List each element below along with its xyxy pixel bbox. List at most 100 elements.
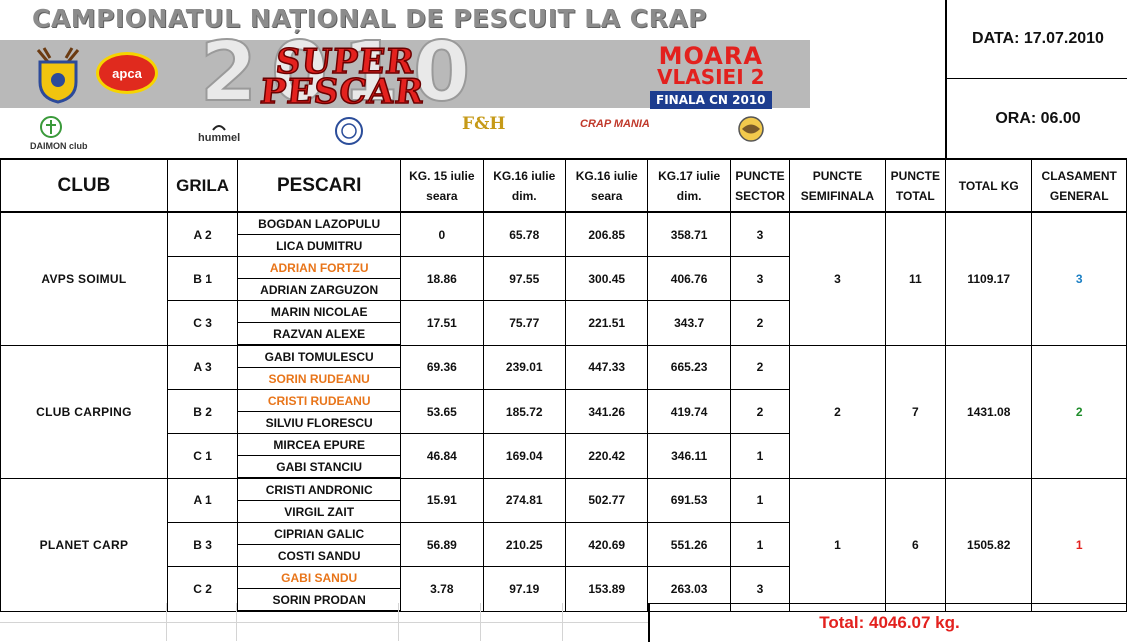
- table-row: CLUB CARPING A 3 GABI TOMULESCU 69.36 239.01…: [0, 344, 1127, 479]
- grila-cell: B 1: [166, 256, 239, 301]
- col-sector-l2: SECTOR: [735, 188, 785, 203]
- sponsor-daimon: DAIMON club: [30, 115, 88, 151]
- kg16d-cell: 65.78: [482, 211, 566, 257]
- results-table: CLUB GRILA PESCARI KG. 15 iulie seara KG.…: [0, 158, 1127, 612]
- fisherman-name: ADRIAN FORTZU: [237, 256, 402, 279]
- total-kg: 1109.17: [944, 211, 1033, 346]
- kg16s-cell: 341.26: [564, 389, 649, 434]
- kg16s-cell: 447.33: [564, 344, 649, 390]
- sponsor-fish: [736, 116, 766, 142]
- sector-cell: 3: [729, 211, 791, 257]
- col-kg16d: KG.16 iulie dim.: [482, 158, 566, 213]
- col-puncte-total: PUNCTE TOTAL: [884, 158, 946, 213]
- col-grila: GRILA: [166, 158, 239, 213]
- table-row: B 2 CRISTI RUDEANU 53.65 185.72 341.26 419.74…: [1, 389, 1127, 434]
- sponsor-fh-label: F&H: [462, 114, 506, 134]
- fisherman-name: MIRCEA EPURE: [237, 433, 402, 456]
- grand-total: Total: 4046.07 kg.: [648, 603, 1127, 642]
- fisherman-name: BOGDAN LAZOPULU: [237, 211, 402, 235]
- col-sector-l1: PUNCTE: [735, 168, 785, 183]
- kg17-cell: 346.11: [647, 433, 731, 479]
- kg16s-cell: 220.42: [564, 433, 649, 479]
- venue-line-3: FINALA CN 2010: [650, 91, 772, 109]
- club-name: CLUB CARPING: [0, 344, 168, 479]
- col-kg15-l1: KG. 15 iulie: [409, 168, 475, 183]
- col-kg17-l2: dim.: [676, 188, 702, 203]
- time-label: ORA: 06.00: [995, 109, 1081, 127]
- kg16d-cell: 97.19: [482, 566, 566, 612]
- kg15-cell: 69.36: [400, 344, 484, 390]
- total-points: 7: [884, 344, 946, 479]
- col-ptotal-l1: PUNCTE: [890, 168, 940, 183]
- kg17-cell: 406.76: [647, 256, 731, 301]
- fisherman-name: CIPRIAN GALIC: [237, 522, 402, 545]
- results-body: AVPS SOIMUL A 2 BOGDAN LAZOPULU 0 65.78 206.8…: [0, 211, 1127, 612]
- grila-cell: B 3: [166, 522, 239, 567]
- semifinala-points: 2: [789, 344, 886, 479]
- table-row: B 3 CIPRIAN GALIC 56.89 210.25 420.69 551.26 1: [1, 522, 1127, 567]
- super-pescar-logo: SUPER PESCAR: [258, 41, 429, 113]
- general-rank: 1: [1031, 477, 1127, 612]
- col-clas-l1: CLASAMENT: [1041, 168, 1117, 183]
- pescar-text: PESCAR: [258, 71, 427, 113]
- col-kg15: KG. 15 iulie seara: [400, 158, 484, 213]
- grila-cell: A 1: [166, 477, 239, 523]
- col-clas-l2: GENERAL: [1049, 188, 1109, 203]
- club-name: AVPS SOIMUL: [0, 211, 168, 346]
- table-row: C 3 MARIN NICOLAE 17.51 75.77 221.51 343.7 2: [1, 300, 1127, 346]
- avps-crest-icon: [36, 47, 80, 104]
- fisherman-name: SORIN RUDEANU: [237, 367, 402, 390]
- kg17-cell: 343.7: [647, 300, 731, 346]
- kg16d-cell: 169.04: [482, 433, 566, 479]
- sponsor-hummel-label: hummel: [198, 132, 241, 144]
- kg17-cell: 358.71: [647, 211, 731, 257]
- fisherman-name: SORIN PRODAN: [237, 588, 402, 612]
- total-points: 11: [884, 211, 946, 346]
- col-clasament: CLASAMENT GENERAL: [1031, 158, 1127, 213]
- col-kg17-l1: KG.17 iulie: [658, 168, 721, 183]
- grila-cell: C 3: [166, 300, 239, 346]
- kg15-cell: 17.51: [400, 300, 484, 346]
- hummel-icon: [212, 125, 226, 131]
- col-kg16d-l1: KG.16 iulie: [493, 168, 556, 183]
- col-club: CLUB: [0, 158, 168, 213]
- kg15-cell: 0: [400, 211, 484, 257]
- event-banner: CAMPIONATUL NAȚIONAL DE PESCUIT LA CRAP …: [0, 0, 945, 158]
- fisherman-name: CRISTI ANDRONIC: [237, 477, 402, 501]
- fisherman-name: MARIN NICOLAE: [237, 300, 402, 323]
- col-kg15-l2: seara: [426, 188, 458, 203]
- col-total-kg: TOTAL KG: [944, 158, 1033, 213]
- table-row: GABI STANCIU: [1, 455, 1127, 479]
- fisherman-name: VIRGIL ZAIT: [237, 500, 402, 523]
- col-kg16s-l2: seara: [591, 188, 623, 203]
- sector-cell: 1: [729, 477, 791, 523]
- col-kg16s: KG.16 iulie seara: [564, 158, 649, 213]
- table-row: SORIN PRODAN: [1, 588, 1127, 612]
- kg15-cell: 56.89: [400, 522, 484, 567]
- sector-cell: 3: [729, 256, 791, 301]
- col-semi-l1: PUNCTE: [812, 168, 863, 183]
- kg17-cell: 419.74: [647, 389, 731, 434]
- banner-title: CAMPIONATUL NAȚIONAL DE PESCUIT LA CRAP: [32, 4, 708, 33]
- club-seal-icon: [335, 117, 363, 145]
- table-header-row: CLUB GRILA PESCARI KG. 15 iulie seara KG.…: [0, 158, 1127, 213]
- kg16s-cell: 502.77: [564, 477, 649, 523]
- grila-cell: C 2: [166, 566, 239, 612]
- venue-line-2: VLASIEI 2: [657, 65, 765, 89]
- apca-logo: apca: [96, 52, 158, 94]
- banner-year: 2010: [199, 25, 485, 120]
- fisherman-name: GABI TOMULESCU: [237, 344, 402, 368]
- club-name: PLANET CARP: [0, 477, 168, 612]
- venue-logo: MOARA VLASIEI 2 FINALA CN 2010: [650, 44, 772, 109]
- info-panel: DATA: 17.07.2010 ORA: 06.00: [945, 0, 1127, 158]
- table-row: B 1 ADRIAN FORTZU 18.86 97.55 300.45 406.76 3: [1, 256, 1127, 301]
- table-row: AVPS SOIMUL A 2 BOGDAN LAZOPULU 0 65.78 206.8…: [0, 211, 1127, 346]
- col-semi-l2: SEMIFINALA: [800, 188, 875, 203]
- general-rank: 2: [1031, 344, 1127, 479]
- sector-cell: 1: [729, 522, 791, 567]
- kg16d-cell: 274.81: [482, 477, 566, 523]
- kg15-cell: 46.84: [400, 433, 484, 479]
- fisherman-name: ADRIAN ZARGUZON: [237, 278, 402, 301]
- sponsor-fh: F&H: [462, 114, 505, 134]
- sponsor-daimon-label: DAIMON club: [30, 141, 88, 151]
